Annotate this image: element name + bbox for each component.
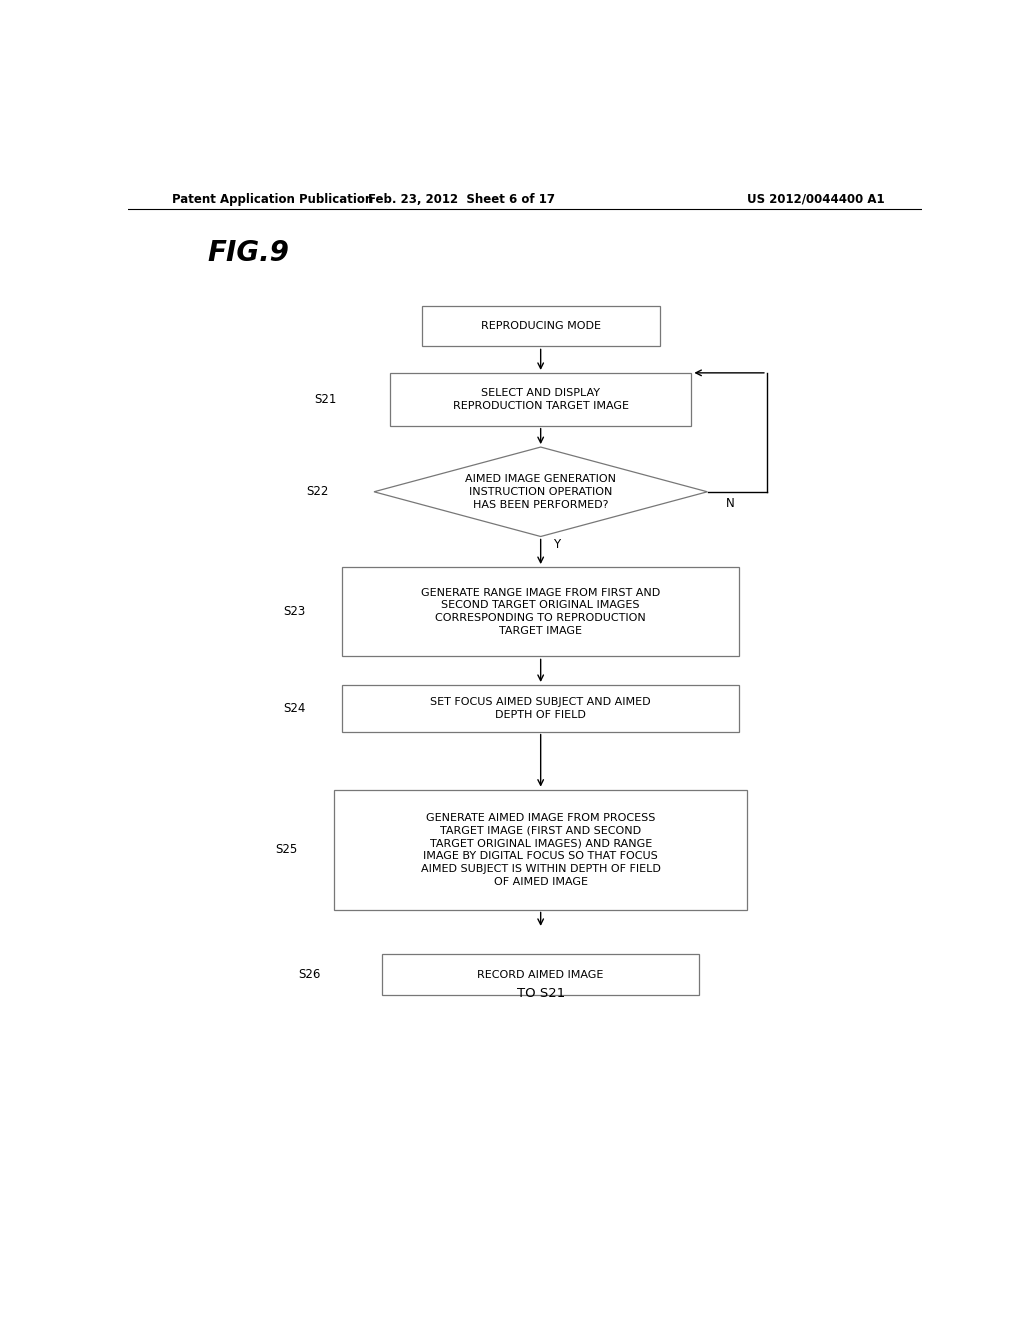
- Text: Feb. 23, 2012  Sheet 6 of 17: Feb. 23, 2012 Sheet 6 of 17: [368, 193, 555, 206]
- Text: RECORD AIMED IMAGE: RECORD AIMED IMAGE: [477, 970, 604, 979]
- Text: TO S21: TO S21: [516, 987, 565, 1001]
- Text: S25: S25: [274, 843, 297, 857]
- FancyBboxPatch shape: [334, 789, 748, 909]
- FancyBboxPatch shape: [342, 568, 739, 656]
- Text: SELECT AND DISPLAY
REPRODUCTION TARGET IMAGE: SELECT AND DISPLAY REPRODUCTION TARGET I…: [453, 388, 629, 411]
- Text: GENERATE AIMED IMAGE FROM PROCESS
TARGET IMAGE (FIRST AND SECOND
TARGET ORIGINAL: GENERATE AIMED IMAGE FROM PROCESS TARGET…: [421, 813, 660, 887]
- Text: FIG.9: FIG.9: [207, 239, 289, 267]
- Text: AIMED IMAGE GENERATION
INSTRUCTION OPERATION
HAS BEEN PERFORMED?: AIMED IMAGE GENERATION INSTRUCTION OPERA…: [465, 474, 616, 510]
- Text: GENERATE RANGE IMAGE FROM FIRST AND
SECOND TARGET ORIGINAL IMAGES
CORRESPONDING : GENERATE RANGE IMAGE FROM FIRST AND SECO…: [421, 587, 660, 636]
- FancyBboxPatch shape: [382, 954, 699, 995]
- FancyBboxPatch shape: [422, 306, 659, 346]
- Text: US 2012/0044400 A1: US 2012/0044400 A1: [748, 193, 885, 206]
- Text: REPRODUCING MODE: REPRODUCING MODE: [480, 321, 601, 331]
- Text: S26: S26: [299, 968, 321, 981]
- Text: S22: S22: [306, 486, 329, 498]
- Text: N: N: [726, 498, 734, 511]
- Text: S23: S23: [283, 605, 305, 618]
- Text: S21: S21: [314, 393, 337, 405]
- FancyBboxPatch shape: [342, 685, 739, 731]
- Text: S24: S24: [283, 702, 305, 714]
- FancyBboxPatch shape: [390, 372, 691, 426]
- Text: Y: Y: [553, 539, 560, 552]
- Text: SET FOCUS AIMED SUBJECT AND AIMED
DEPTH OF FIELD: SET FOCUS AIMED SUBJECT AND AIMED DEPTH …: [430, 697, 651, 719]
- Polygon shape: [374, 447, 708, 536]
- Text: Patent Application Publication: Patent Application Publication: [172, 193, 373, 206]
